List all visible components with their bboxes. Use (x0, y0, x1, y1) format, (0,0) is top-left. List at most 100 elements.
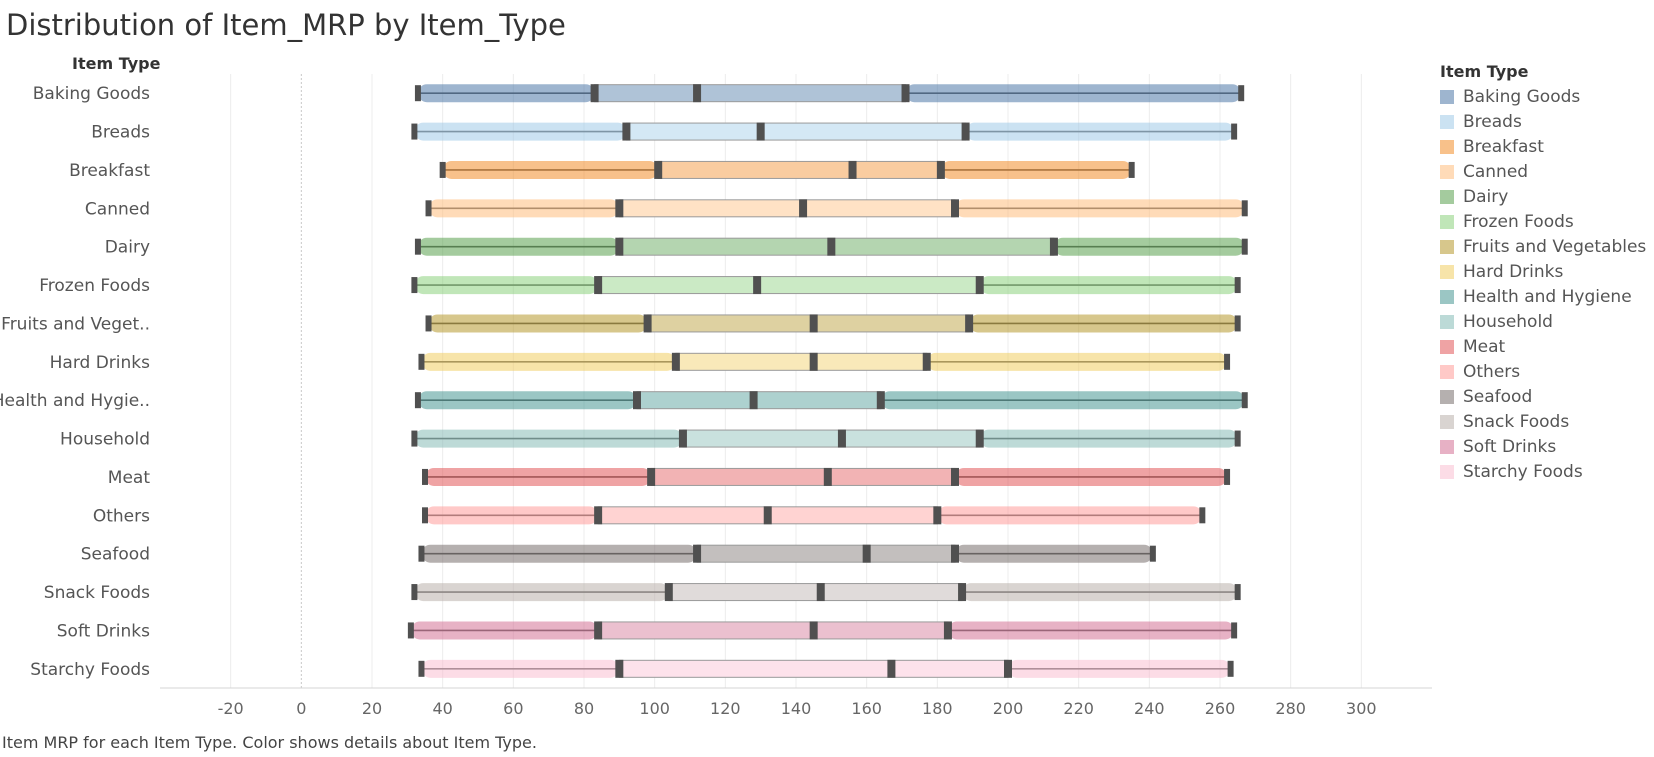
q1-marker (647, 467, 656, 486)
median-marker (749, 391, 758, 410)
legend-item[interactable]: Breakfast (1440, 134, 1652, 159)
q3-marker (901, 84, 910, 103)
row-label: Others (93, 506, 150, 526)
q1-marker (594, 621, 603, 640)
upper-band (955, 467, 1228, 486)
upper-band (880, 391, 1245, 410)
legend-swatch (1440, 414, 1454, 429)
row-label: Household (60, 430, 150, 450)
upper-band (905, 84, 1242, 103)
q3-marker (876, 391, 885, 410)
x-tick-label: 300 (1346, 699, 1377, 718)
box-row-baking-goods: Baking Goods (33, 84, 1245, 104)
box-row-seafood: Seafood (81, 544, 1156, 565)
legend-swatch (1440, 439, 1454, 454)
x-tick-label: 180 (922, 699, 953, 718)
x-tick-label: 0 (296, 699, 306, 718)
chart-title: Distribution of Item_MRP by Item_Type (6, 8, 566, 42)
legend-swatch (1440, 289, 1454, 304)
iqr-box (657, 160, 942, 179)
whisker-cap-max (1241, 200, 1248, 217)
legend-swatch (1440, 214, 1454, 229)
legend-item[interactable]: Baking Goods (1440, 84, 1652, 109)
x-tick-label: 40 (432, 699, 452, 718)
upper-band (962, 583, 1238, 602)
upper-band (955, 544, 1153, 563)
legend-item[interactable]: Household (1440, 309, 1652, 334)
legend-item[interactable]: Hard Drinks (1440, 259, 1652, 284)
legend-item[interactable]: Soft Drinks (1440, 434, 1652, 459)
legend-item[interactable]: Breads (1440, 109, 1652, 134)
iqr-box (650, 467, 956, 486)
legend-swatch (1440, 389, 1454, 404)
median-marker (693, 84, 702, 103)
lower-band (425, 506, 599, 525)
whisker-cap-max (1231, 123, 1238, 140)
whisker-cap-max (1128, 161, 1135, 178)
upper-band (979, 276, 1238, 295)
q1-marker (671, 352, 680, 371)
q3-marker (951, 199, 959, 218)
row-label: Baking Goods (33, 84, 150, 104)
q1-marker (654, 160, 663, 179)
upper-band (1053, 237, 1245, 256)
legend-label: Dairy (1463, 186, 1509, 207)
legend-title: Item Type (1440, 62, 1529, 81)
x-tick-label: 60 (503, 699, 523, 718)
q3-marker (943, 621, 952, 640)
row-header: Item Type (72, 54, 161, 73)
legend-label: Fruits and Vegetables (1463, 236, 1647, 257)
median-marker (827, 237, 836, 256)
iqr-box (668, 583, 963, 602)
legend-item[interactable]: Starchy Foods (1440, 459, 1652, 484)
legend[interactable]: Item Type Baking Goods Breads Breakfast Can… (1440, 62, 1652, 484)
legend-item[interactable]: Seafood (1440, 384, 1652, 409)
box-row-fruits-and-vegetables: Fruits and Veget.. (1, 314, 1241, 334)
iqr-box (618, 237, 1055, 256)
legend-item[interactable]: Others (1440, 359, 1652, 384)
legend-swatch (1440, 139, 1454, 154)
whisker-cap-min (425, 315, 432, 332)
box-row-others: Others (93, 506, 1206, 526)
q1-marker (615, 199, 624, 218)
legend-item[interactable]: Dairy (1440, 184, 1652, 209)
x-tick-label: 160 (851, 699, 882, 718)
legend-label: Snack Foods (1463, 411, 1570, 432)
row-label: Dairy (105, 238, 150, 258)
iqr-box (647, 314, 970, 333)
q3-marker (975, 429, 984, 448)
legend-item[interactable]: Frozen Foods (1440, 209, 1652, 234)
row-label: Health and Hygie.. (0, 391, 150, 411)
row-label: Breads (91, 123, 150, 143)
x-tick-label: 280 (1275, 699, 1306, 718)
iqr-box (618, 659, 1009, 678)
whisker-cap-min (411, 277, 418, 294)
legend-item[interactable]: Fruits and Vegetables (1440, 234, 1652, 259)
lower-band (417, 237, 620, 256)
lower-band (417, 84, 595, 103)
legend-label: Canned (1463, 161, 1529, 182)
iqr-box (625, 122, 967, 141)
row-label: Snack Foods (44, 583, 150, 603)
whisker-cap-min (414, 238, 421, 255)
median-marker (837, 429, 846, 448)
legend-label: Breakfast (1463, 136, 1544, 157)
median-marker (763, 506, 772, 525)
median-marker (887, 659, 896, 678)
legend-item[interactable]: Health and Hygiene (1440, 284, 1652, 309)
whisker-cap-min (418, 545, 425, 562)
legend-item[interactable]: Canned (1440, 159, 1652, 184)
legend-item[interactable]: Snack Foods (1440, 409, 1652, 434)
lower-band (421, 659, 620, 678)
upper-band (940, 160, 1132, 179)
median-marker (848, 160, 857, 179)
upper-band (947, 621, 1235, 640)
iqr-box (682, 429, 981, 448)
iqr-box (594, 84, 907, 103)
legend-item[interactable]: Meat (1440, 334, 1652, 359)
median-marker (816, 583, 825, 602)
row-label: Frozen Foods (39, 276, 150, 296)
legend-label: Starchy Foods (1463, 461, 1583, 482)
q1-marker (664, 583, 673, 602)
